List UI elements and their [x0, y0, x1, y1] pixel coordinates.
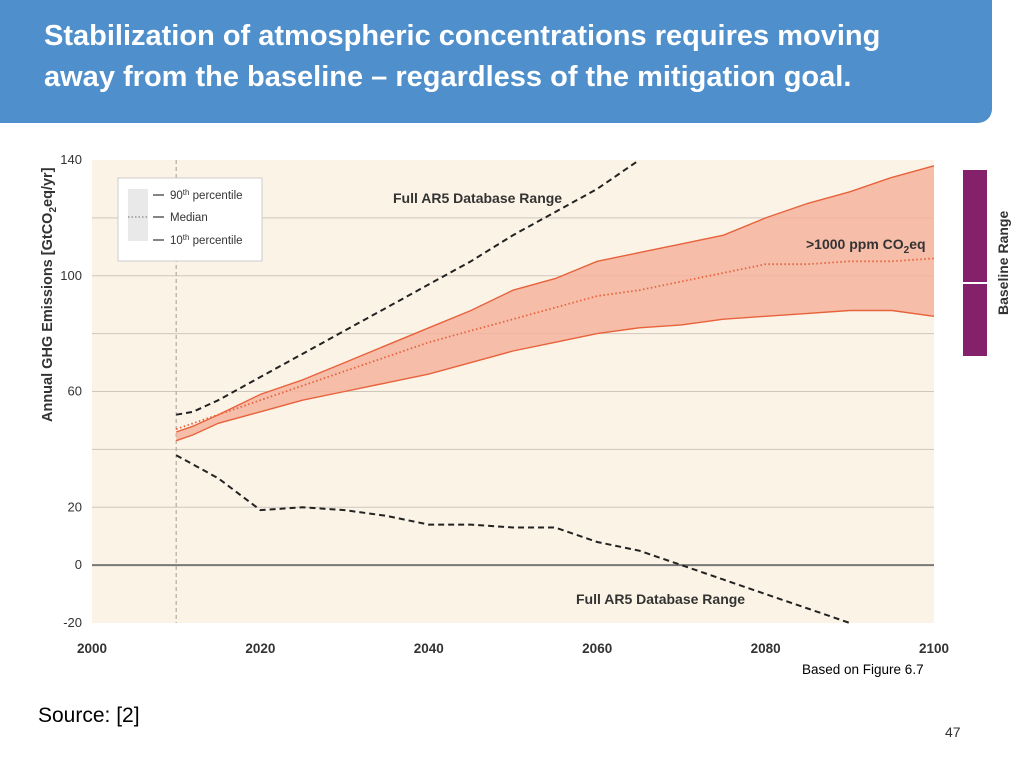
series-median — [175, 257, 935, 430]
legend-label-90th: 90th percentile — [170, 188, 243, 202]
slide-title: Stabilization of atmospheric concentrati… — [44, 20, 881, 93]
y-axis-tick-labels: 140 100 60 20 0 -20 — [60, 152, 82, 630]
full-range-upper-line — [176, 159, 640, 416]
baseline-range-lower — [963, 284, 987, 356]
x-tick-label: 2020 — [245, 641, 275, 656]
title-bar: Stabilization of atmospheric concentrati… — [0, 0, 992, 123]
y-tick-label: 20 — [68, 499, 82, 514]
full-range-lower-line — [175, 454, 851, 624]
x-tick-label: 2100 — [919, 641, 949, 656]
x-tick-label: 2040 — [414, 641, 444, 656]
annotation-full-range-top: Full AR5 Database Range — [393, 190, 562, 206]
annotation-full-range-bottom: Full AR5 Database Range — [576, 591, 745, 607]
y-tick-label: 60 — [68, 384, 82, 399]
y-tick-label: 0 — [75, 557, 82, 572]
legend-label-median: Median — [170, 212, 208, 224]
emissions-band-group — [175, 165, 935, 442]
x-tick-label: 2080 — [751, 641, 781, 656]
series-10th-percentile — [175, 309, 935, 442]
baseline-range-label: Baseline Range — [995, 211, 1011, 315]
y-tick-label: 140 — [60, 152, 82, 167]
x-axis-tick-labels: 2000 2020 2040 2060 2080 2100 — [77, 641, 949, 656]
legend-swatch — [128, 189, 148, 241]
legend: 90th percentile Median 10th percentile — [117, 177, 263, 262]
y-tick-label: -20 — [63, 615, 82, 630]
percentile-band — [176, 165, 934, 441]
x-tick-label: 2060 — [582, 641, 612, 656]
y-tick-label: 100 — [60, 268, 82, 283]
baseline-range-upper — [963, 170, 987, 282]
page-number: 47 — [945, 724, 961, 740]
series-90th-percentile — [175, 165, 935, 433]
y-axis-label: Annual GHG Emissions [GtCO2eq/yr] — [40, 167, 59, 422]
baseline-range-bar — [963, 170, 987, 356]
x-tick-label: 2000 — [77, 641, 107, 656]
figure-caption: Based on Figure 6.7 — [802, 662, 924, 677]
annotation-scenario: >1000 ppm CO2eq — [806, 236, 926, 256]
full-range-lines — [175, 159, 851, 624]
legend-label-10th: 10th percentile — [170, 233, 243, 247]
source-citation: Source: [2] — [38, 704, 140, 727]
